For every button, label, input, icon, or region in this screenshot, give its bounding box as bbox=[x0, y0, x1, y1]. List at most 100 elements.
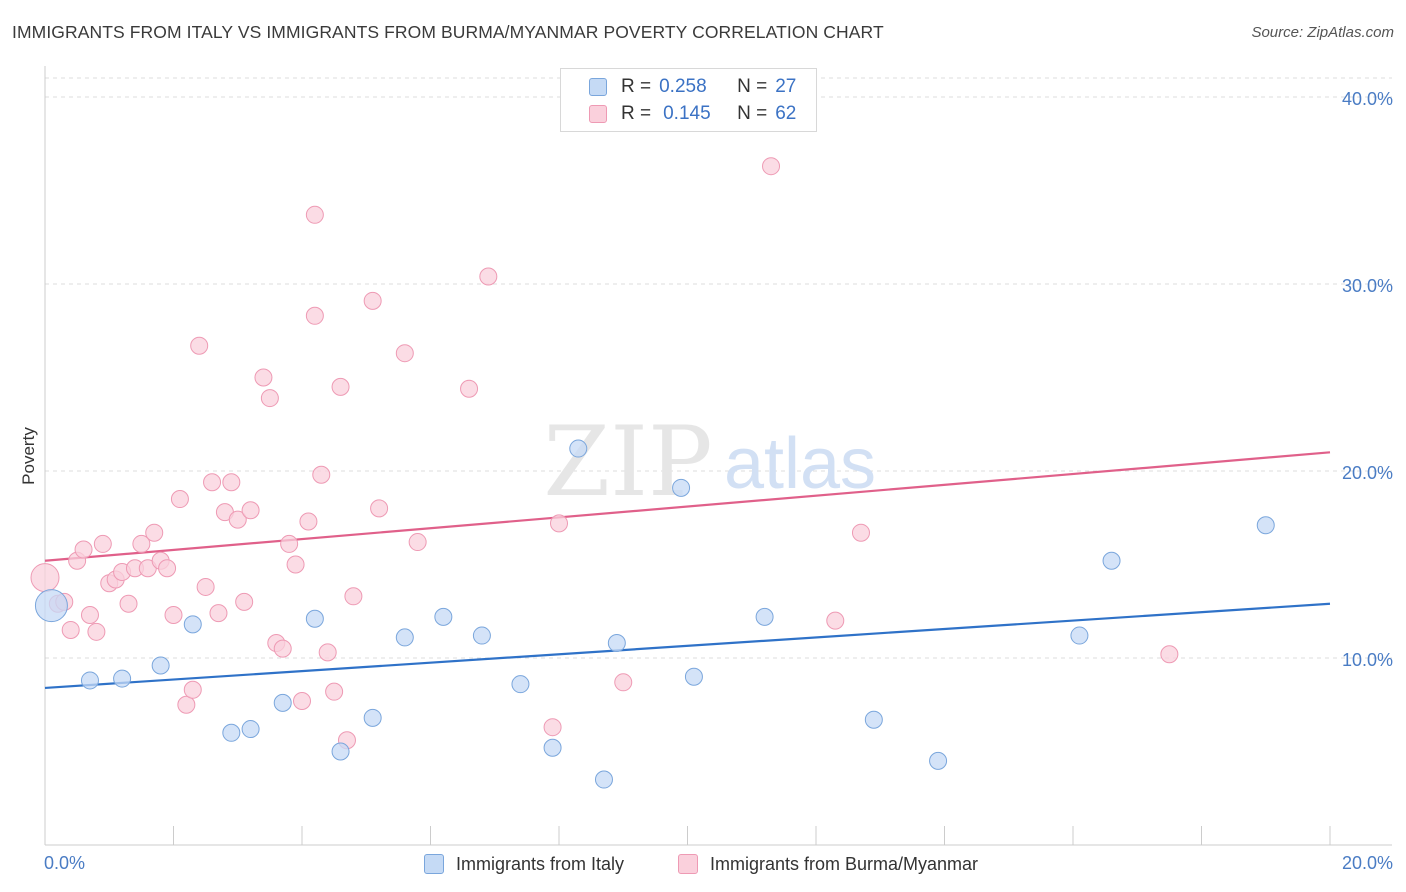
point-italy bbox=[222, 723, 241, 742]
point-burma bbox=[305, 306, 324, 325]
data-points bbox=[30, 157, 1275, 789]
point-burma bbox=[183, 680, 202, 699]
point-burma bbox=[331, 377, 350, 396]
point-italy bbox=[1256, 516, 1275, 535]
bottom-legend-italy: Immigrants from Italy bbox=[424, 852, 624, 876]
x-tick-label: 0.0% bbox=[44, 853, 85, 873]
point-italy bbox=[363, 708, 382, 727]
trend-line-burma bbox=[44, 451, 1331, 562]
point-burma bbox=[370, 499, 389, 518]
point-burma bbox=[177, 695, 196, 714]
point-burma bbox=[132, 534, 151, 553]
point-burma bbox=[273, 639, 292, 658]
point-italy bbox=[1070, 626, 1089, 645]
trend-lines bbox=[44, 451, 1331, 690]
point-italy bbox=[34, 589, 68, 623]
point-burma bbox=[196, 577, 215, 596]
point-italy bbox=[241, 720, 260, 739]
point-italy bbox=[331, 742, 350, 761]
point-italy bbox=[511, 675, 530, 694]
point-burma bbox=[158, 559, 177, 578]
source-label: Source: ZipAtlas.com bbox=[1251, 24, 1394, 41]
trend-line-italy bbox=[44, 602, 1331, 690]
point-italy bbox=[151, 656, 170, 675]
point-burma bbox=[280, 534, 299, 553]
legend-n-value: 27 bbox=[775, 76, 797, 97]
point-burma bbox=[93, 534, 112, 553]
point-italy bbox=[305, 609, 324, 628]
point-burma bbox=[87, 622, 106, 641]
point-burma bbox=[318, 643, 337, 662]
point-italy bbox=[434, 607, 453, 626]
point-italy bbox=[594, 770, 613, 789]
point-burma bbox=[235, 592, 254, 611]
point-burma bbox=[74, 540, 93, 559]
point-burma bbox=[228, 510, 247, 529]
point-burma bbox=[408, 533, 427, 552]
point-burma bbox=[190, 336, 209, 355]
point-italy bbox=[273, 693, 292, 712]
point-burma bbox=[363, 291, 382, 310]
point-italy bbox=[684, 667, 703, 686]
legend-r-value: 0.258 bbox=[659, 76, 707, 97]
point-italy bbox=[543, 738, 562, 757]
point-italy bbox=[672, 478, 691, 497]
bottom-legend-swatch-burma bbox=[678, 854, 698, 874]
point-italy bbox=[472, 626, 491, 645]
bottom-legend-label-italy: Immigrants from Italy bbox=[456, 853, 625, 874]
y-tick-label: 20.0% bbox=[1342, 463, 1393, 483]
tick-labels: 10.0% 20.0% 30.0% 40.0% 0.0% 20.0% bbox=[44, 89, 1393, 873]
point-italy bbox=[80, 671, 99, 690]
point-italy bbox=[569, 439, 588, 458]
y-axis-label: Poverty bbox=[19, 427, 38, 485]
point-burma bbox=[395, 344, 414, 363]
legend-r-value: 0.145 bbox=[663, 103, 711, 124]
watermark-zip: ZIP bbox=[543, 406, 712, 518]
point-burma bbox=[762, 157, 781, 176]
stats-legend: R = 0.258 N = 27 R = 0.145 N = 62 bbox=[560, 68, 817, 132]
point-burma bbox=[222, 473, 241, 492]
point-italy bbox=[929, 751, 948, 770]
point-burma bbox=[325, 682, 344, 701]
bottom-legend-swatch-italy bbox=[424, 854, 444, 874]
point-italy bbox=[1102, 551, 1121, 570]
point-burma bbox=[1160, 645, 1179, 664]
point-italy bbox=[113, 669, 132, 688]
y-tick-label: 40.0% bbox=[1342, 89, 1393, 109]
point-italy bbox=[755, 607, 774, 626]
legend-swatch-burma bbox=[589, 105, 607, 123]
point-burma bbox=[145, 523, 164, 542]
point-italy bbox=[183, 615, 202, 634]
point-burma bbox=[826, 611, 845, 630]
point-italy bbox=[607, 634, 626, 653]
legend-row-burma: R = 0.145 N = 62 bbox=[561, 101, 796, 127]
watermark: ZIP atlas bbox=[543, 406, 876, 518]
point-italy bbox=[864, 710, 883, 729]
grid-lines bbox=[45, 77, 1392, 659]
point-burma bbox=[851, 523, 870, 542]
point-burma bbox=[344, 587, 363, 606]
point-burma bbox=[550, 514, 568, 533]
point-burma bbox=[543, 718, 562, 737]
point-burma bbox=[299, 512, 318, 531]
legend-n-value: 62 bbox=[775, 103, 797, 124]
point-burma bbox=[170, 490, 189, 509]
point-italy bbox=[395, 628, 414, 647]
point-burma bbox=[479, 267, 498, 286]
axes bbox=[44, 66, 1392, 846]
point-burma bbox=[260, 389, 279, 408]
point-burma bbox=[293, 692, 311, 711]
legend-r-label: R = bbox=[621, 103, 652, 124]
bottom-legend-burma: Immigrants from Burma/Myanmar bbox=[678, 852, 978, 876]
watermark-atlas: atlas bbox=[724, 424, 876, 504]
point-burma bbox=[119, 594, 138, 613]
legend-row-italy: R = 0.258 N = 27 bbox=[561, 74, 796, 100]
x-tick-label: 20.0% bbox=[1342, 853, 1393, 873]
y-tick-label: 10.0% bbox=[1342, 650, 1393, 670]
point-burma bbox=[312, 465, 331, 484]
y-tick-label: 30.0% bbox=[1342, 276, 1393, 296]
legend-r-label: R = bbox=[621, 76, 652, 97]
point-burma bbox=[460, 379, 479, 398]
legend-n-label: N = bbox=[737, 76, 768, 97]
